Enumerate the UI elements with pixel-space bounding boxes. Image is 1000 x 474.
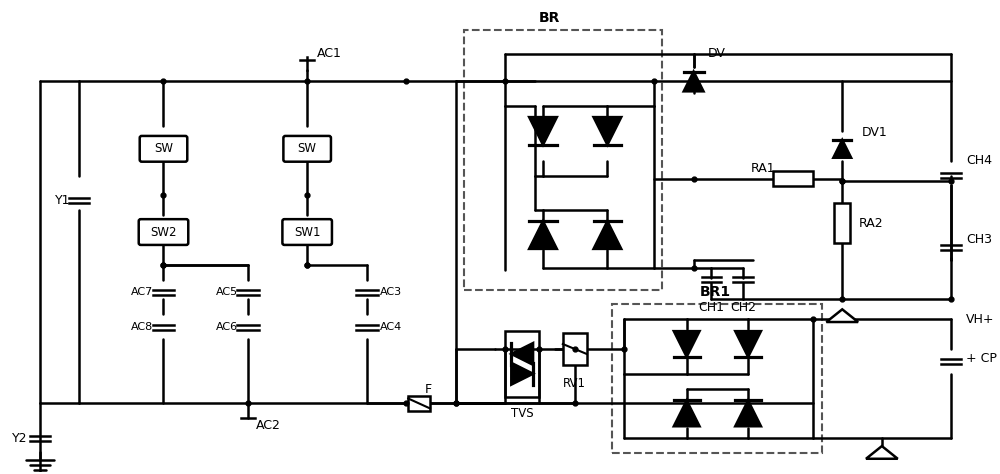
Text: Y2: Y2 bbox=[12, 432, 28, 445]
FancyBboxPatch shape bbox=[282, 219, 332, 245]
Text: DV: DV bbox=[707, 47, 725, 60]
Text: RA2: RA2 bbox=[859, 217, 884, 229]
Text: DV1: DV1 bbox=[862, 127, 888, 139]
Text: SW: SW bbox=[298, 142, 317, 155]
Text: CH2: CH2 bbox=[730, 301, 756, 314]
Polygon shape bbox=[684, 72, 704, 91]
Text: VH+: VH+ bbox=[966, 313, 995, 326]
Text: AC5: AC5 bbox=[216, 288, 238, 298]
Text: AC1: AC1 bbox=[317, 47, 342, 60]
Text: + CP: + CP bbox=[966, 352, 997, 365]
Text: AC2: AC2 bbox=[256, 419, 281, 432]
Polygon shape bbox=[735, 401, 761, 426]
Text: AC7: AC7 bbox=[131, 288, 154, 298]
Polygon shape bbox=[511, 343, 533, 365]
Polygon shape bbox=[826, 310, 858, 322]
FancyBboxPatch shape bbox=[140, 136, 187, 162]
Polygon shape bbox=[833, 140, 851, 158]
Polygon shape bbox=[529, 221, 557, 249]
FancyBboxPatch shape bbox=[139, 219, 188, 245]
Polygon shape bbox=[735, 331, 761, 357]
Text: SW1: SW1 bbox=[294, 226, 320, 238]
Text: SW: SW bbox=[154, 142, 173, 155]
Bar bbox=[464, 30, 662, 290]
Text: SW2: SW2 bbox=[150, 226, 177, 238]
Bar bbox=[505, 331, 539, 397]
Bar bbox=[773, 171, 813, 186]
Text: AC4: AC4 bbox=[380, 322, 402, 332]
Text: RV1: RV1 bbox=[563, 377, 586, 390]
Polygon shape bbox=[866, 446, 898, 459]
Text: TVS: TVS bbox=[511, 407, 534, 420]
Text: CH3: CH3 bbox=[966, 234, 992, 246]
Text: AC3: AC3 bbox=[380, 288, 402, 298]
Bar bbox=[834, 203, 850, 243]
Bar bbox=[408, 395, 430, 411]
Text: RA1: RA1 bbox=[751, 162, 775, 175]
Polygon shape bbox=[529, 117, 557, 145]
Polygon shape bbox=[511, 363, 533, 384]
Text: CH1: CH1 bbox=[698, 301, 724, 314]
Text: BR: BR bbox=[539, 11, 561, 25]
Bar bbox=[612, 304, 822, 453]
FancyBboxPatch shape bbox=[283, 136, 331, 162]
Text: CH4: CH4 bbox=[966, 154, 992, 167]
Polygon shape bbox=[674, 331, 700, 357]
Text: F: F bbox=[424, 383, 432, 396]
Text: AC6: AC6 bbox=[216, 322, 238, 332]
Polygon shape bbox=[594, 117, 621, 145]
Bar bbox=[563, 333, 587, 365]
Text: Y1: Y1 bbox=[55, 194, 70, 207]
Text: BR1: BR1 bbox=[700, 285, 731, 300]
Polygon shape bbox=[594, 221, 621, 249]
Text: AC8: AC8 bbox=[131, 322, 154, 332]
Polygon shape bbox=[674, 401, 700, 426]
